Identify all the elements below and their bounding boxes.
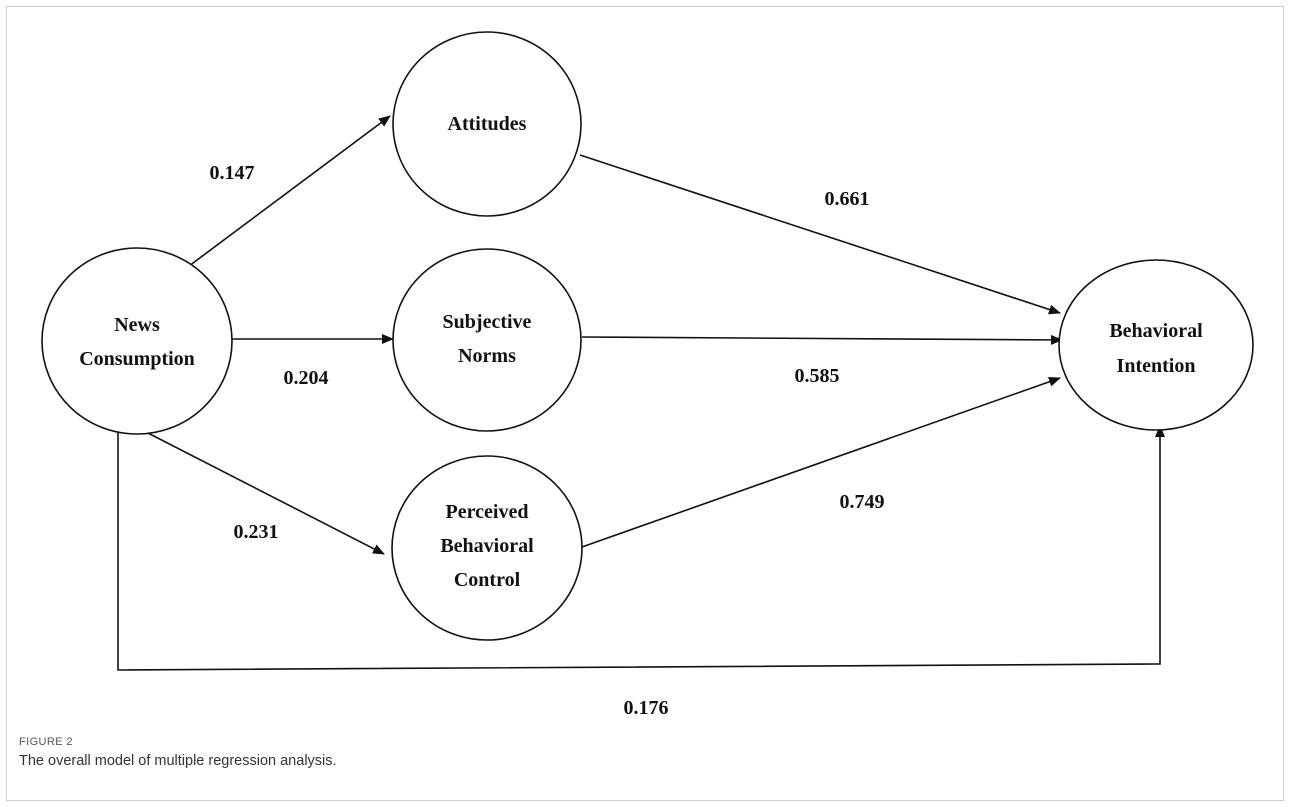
node-news-label-line1: News [114, 314, 160, 336]
figure-frame [6, 6, 1284, 801]
node-intention-label-line2: Intention [1117, 355, 1196, 377]
coef-norms-intention: 0.585 [795, 365, 840, 387]
coef-news-attitudes: 0.147 [210, 162, 255, 184]
coef-news-intention: 0.176 [624, 697, 669, 719]
coef-news-pbc: 0.231 [234, 521, 279, 543]
figure-caption-text: The overall model of multiple regression… [19, 753, 337, 769]
node-news-consumption: News Consumption [41, 247, 233, 435]
node-norms-label-line2: Norms [458, 345, 516, 367]
node-behavioral-intention: Behavioral Intention [1058, 259, 1254, 431]
figure-caption: FIGURE 2 The overall model of multiple r… [19, 734, 1219, 772]
node-news-label-line2: Consumption [79, 348, 195, 370]
arrow-news-to-intention [117, 425, 1165, 671]
arrow-news-to-pbc [145, 431, 385, 555]
node-pbc-label-line1: Perceived [446, 501, 529, 523]
node-attitudes-label: Attitudes [448, 113, 527, 135]
arrow-norms-to-intention [581, 334, 1063, 345]
node-intention-label-line1: Behavioral [1109, 320, 1203, 342]
coef-news-norms: 0.204 [284, 367, 329, 389]
node-perceived-behavioral-control: Perceived Behavioral Control [391, 455, 583, 641]
figure-label: FIGURE 2 [19, 736, 73, 748]
arrow-attitudes-to-intention [579, 154, 1061, 315]
node-pbc-label-line3: Control [454, 569, 521, 591]
arrow-news-to-attitudes [180, 115, 391, 273]
node-norms-label-line1: Subjective [443, 311, 532, 333]
node-attitudes: Attitudes [392, 31, 582, 217]
coef-attitudes-intention: 0.661 [825, 188, 870, 210]
arrow-pbc-to-intention [581, 376, 1061, 548]
coef-pbc-intention: 0.749 [840, 491, 885, 513]
node-subjective-norms: Subjective Norms [392, 248, 582, 432]
node-pbc-label-line2: Behavioral [440, 535, 534, 557]
